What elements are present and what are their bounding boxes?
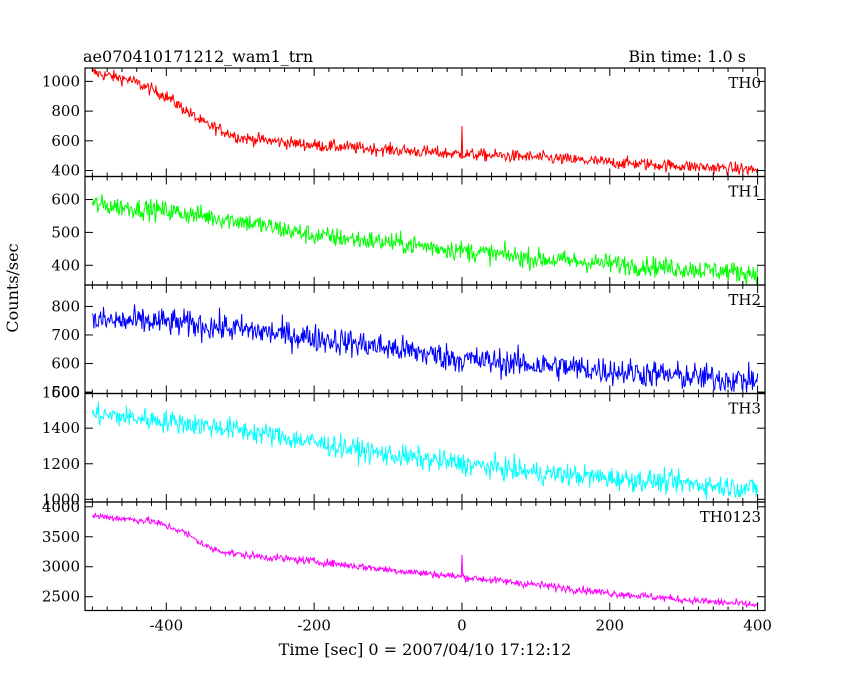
- panel-th0: 400 600 800 1000 TH0: [42, 67, 766, 180]
- panel-label: TH1: [728, 183, 761, 201]
- series-th0: [91, 68, 759, 177]
- panel-frame: [84, 392, 766, 503]
- y-tick-label: 600: [51, 355, 80, 373]
- x-tick-label: 400: [743, 617, 772, 635]
- x-tick-labels: -400 -200 0 200 400: [149, 617, 771, 635]
- panels-group: 400 600 800 1000 TH0 400 500 600 TH1 500 600 700 800…: [42, 67, 766, 612]
- panel-label: TH0: [728, 74, 761, 92]
- x-tick-label: 200: [595, 617, 624, 635]
- panel-label: TH0123: [700, 508, 761, 526]
- y-tick-label: 800: [51, 297, 80, 315]
- y-tick-label: 1600: [42, 384, 80, 402]
- figure-title: ae070410171212_wam1_trn: [83, 47, 313, 66]
- y-tick-label: 1000: [42, 490, 80, 508]
- y-axis-label: Counts/sec: [3, 243, 22, 332]
- panel-frame: [84, 67, 766, 178]
- panel-label: TH3: [728, 400, 761, 418]
- panel-th3: 1000 1200 1400 1600 TH3: [42, 384, 766, 508]
- panel-th1: 400 500 600 TH1: [51, 175, 766, 286]
- y-tick-label: 3500: [42, 528, 80, 546]
- x-tick-label: 0: [457, 617, 467, 635]
- panel-th0123: 2500 3000 3500 4000 TH0123: [42, 498, 766, 612]
- y-tick-label: 400: [51, 162, 80, 180]
- series-th3: [91, 401, 759, 500]
- panel-frame: [84, 284, 766, 395]
- y-tick-label: 700: [51, 326, 80, 344]
- series-th2: [91, 304, 759, 393]
- x-tick-label: -200: [297, 617, 331, 635]
- panel-label: TH2: [728, 291, 761, 309]
- y-tick-label: 800: [51, 102, 80, 120]
- series-th1: [91, 194, 759, 285]
- y-tick-label: 2500: [42, 588, 80, 606]
- x-axis-label: Time [sec] 0 = 2007/04/10 17:12:12: [279, 640, 572, 659]
- y-tick-label: 1200: [42, 455, 80, 473]
- y-tick-label: 4000: [42, 498, 80, 516]
- y-tick-label: 600: [51, 191, 80, 209]
- y-tick-label: 600: [51, 132, 80, 150]
- panel-frame: [84, 501, 766, 612]
- bin-time-label: Bin time: 1.0 s: [628, 47, 746, 66]
- y-tick-label: 500: [51, 223, 80, 241]
- series-th0123: [91, 512, 759, 608]
- y-tick-label: 1400: [42, 419, 80, 437]
- y-tick-label: 400: [51, 256, 80, 274]
- y-tick-label: 1000: [42, 72, 80, 90]
- y-tick-label: 3000: [42, 558, 80, 576]
- y-tick-label: 500: [51, 383, 80, 401]
- x-tick-label: -400: [149, 617, 183, 635]
- panel-th2: 500 600 700 800 TH2: [51, 284, 766, 401]
